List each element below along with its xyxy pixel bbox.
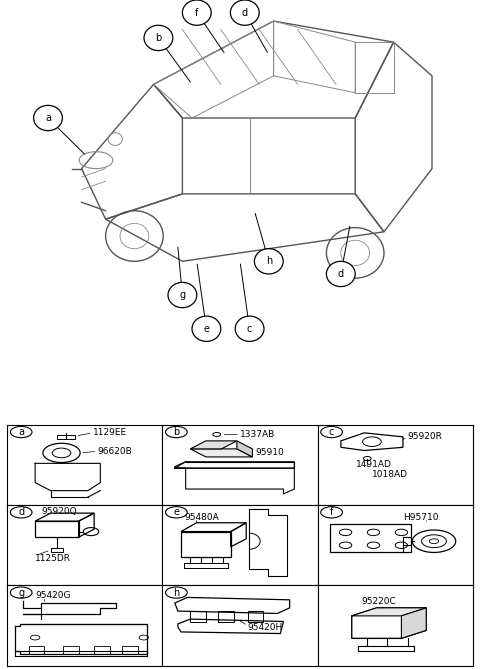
Bar xyxy=(63,646,79,654)
Bar xyxy=(51,548,63,552)
Text: c: c xyxy=(247,324,252,334)
Bar xyxy=(57,436,75,440)
Text: d: d xyxy=(18,507,24,517)
Text: 95420G: 95420G xyxy=(35,591,71,599)
Text: f: f xyxy=(195,7,199,17)
Bar xyxy=(29,646,45,654)
Circle shape xyxy=(321,426,342,438)
Text: 1129EE: 1129EE xyxy=(93,428,127,438)
Text: a: a xyxy=(45,113,51,123)
Polygon shape xyxy=(191,441,237,449)
Text: a: a xyxy=(18,427,24,437)
Bar xyxy=(35,521,79,537)
Circle shape xyxy=(192,316,221,341)
Bar xyxy=(330,524,411,552)
Text: 1491AD: 1491AD xyxy=(356,460,392,470)
Text: b: b xyxy=(155,33,162,43)
Circle shape xyxy=(144,25,173,51)
Text: 95420H: 95420H xyxy=(248,623,283,632)
Circle shape xyxy=(235,316,264,341)
Text: f: f xyxy=(330,507,333,517)
Circle shape xyxy=(166,587,187,598)
Circle shape xyxy=(166,506,187,518)
Text: g: g xyxy=(180,290,185,300)
Circle shape xyxy=(10,506,32,518)
Text: h: h xyxy=(265,256,272,266)
Circle shape xyxy=(10,587,32,598)
Polygon shape xyxy=(191,449,252,457)
Polygon shape xyxy=(401,608,426,638)
Circle shape xyxy=(254,249,283,274)
Polygon shape xyxy=(352,608,426,616)
Text: 95920Q: 95920Q xyxy=(41,507,77,516)
Text: d: d xyxy=(338,269,344,279)
Bar xyxy=(181,532,231,557)
Text: 1125DR: 1125DR xyxy=(35,553,71,563)
Circle shape xyxy=(34,106,62,130)
Text: e: e xyxy=(204,324,209,334)
Text: c: c xyxy=(329,427,334,437)
Text: 95220C: 95220C xyxy=(361,597,396,606)
Text: g: g xyxy=(18,587,24,597)
Circle shape xyxy=(182,0,211,25)
Text: h: h xyxy=(173,587,180,597)
Text: 95480A: 95480A xyxy=(184,513,219,522)
Polygon shape xyxy=(237,441,252,457)
Text: 95910: 95910 xyxy=(255,448,284,458)
Text: H95710: H95710 xyxy=(403,513,438,522)
Text: d: d xyxy=(242,7,248,17)
Text: 96620B: 96620B xyxy=(97,447,132,456)
Text: b: b xyxy=(173,427,180,437)
Bar xyxy=(94,646,109,654)
Text: 95920R: 95920R xyxy=(408,432,443,442)
Text: 1018AD: 1018AD xyxy=(372,470,408,479)
Bar xyxy=(122,646,138,654)
Text: e: e xyxy=(173,507,180,517)
Text: 1337AB: 1337AB xyxy=(240,430,275,439)
Circle shape xyxy=(168,282,197,308)
Circle shape xyxy=(10,426,32,438)
Circle shape xyxy=(321,506,342,518)
Circle shape xyxy=(230,0,259,25)
Circle shape xyxy=(326,262,355,286)
Circle shape xyxy=(166,426,187,438)
